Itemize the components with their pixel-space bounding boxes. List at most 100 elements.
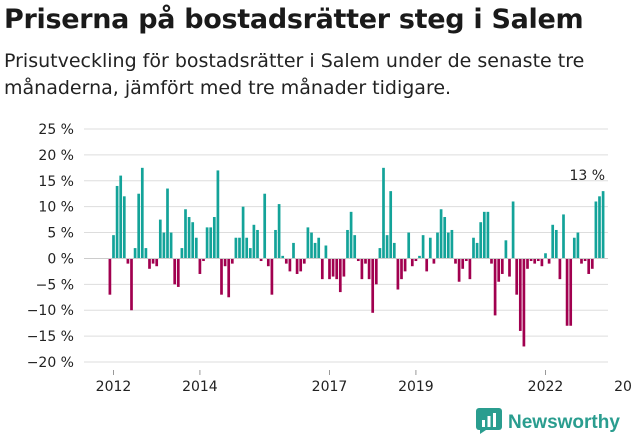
bar [436, 232, 439, 259]
bar [137, 193, 141, 259]
bar [223, 258, 227, 267]
bar [378, 248, 382, 259]
bar [374, 258, 378, 285]
bars [108, 167, 605, 347]
bar [194, 237, 198, 259]
x-tick-label: 2024 [614, 379, 631, 395]
y-tick-label: 15 % [38, 174, 74, 190]
bar [551, 224, 555, 259]
bar [486, 211, 490, 259]
bar [306, 227, 310, 259]
bar [468, 258, 472, 280]
bar [169, 232, 173, 259]
y-tick-label: −15 % [27, 329, 74, 345]
bar [155, 258, 159, 267]
bar [227, 258, 231, 298]
bar [479, 222, 483, 259]
bar [536, 258, 540, 262]
latest-value-annotation: 13 % [570, 168, 606, 184]
bar [126, 258, 130, 264]
bar [266, 258, 270, 267]
bar [238, 237, 241, 259]
y-tick-label: 0 % [47, 251, 74, 267]
newsworthy-logo[interactable]: Newsworthy [476, 408, 620, 438]
bar [335, 258, 339, 280]
bar [385, 235, 389, 259]
bar [317, 237, 321, 259]
bar [587, 258, 591, 274]
bar [490, 258, 493, 264]
bar [209, 227, 213, 259]
bar [198, 258, 202, 274]
bar [472, 237, 475, 259]
y-tick-label: 10 % [38, 200, 74, 216]
x-tick-label: 2017 [312, 379, 348, 395]
bar [454, 258, 457, 264]
bar [540, 258, 544, 267]
bar [428, 237, 432, 259]
bar [569, 258, 573, 326]
bar [112, 235, 115, 259]
y-tick-label: −20 % [27, 355, 74, 371]
bar [558, 258, 562, 280]
x-axis-tick-labels: 2012 2014 2017 2019 2022 2024 [96, 370, 631, 395]
bar [590, 258, 594, 269]
bar [245, 237, 249, 259]
y-tick-label: 20 % [38, 148, 74, 164]
bar [407, 232, 411, 259]
bar [166, 188, 169, 259]
bar [396, 258, 400, 290]
bar [392, 242, 396, 259]
bar [173, 258, 177, 285]
bar [324, 245, 328, 259]
bar [184, 209, 187, 259]
bar [295, 258, 299, 274]
bar [598, 196, 601, 259]
x-tick-label: 2014 [182, 379, 218, 395]
bar [432, 258, 436, 264]
bar [230, 258, 234, 264]
bar [274, 229, 277, 259]
bar [349, 211, 353, 259]
bar [515, 258, 519, 295]
bar [310, 232, 313, 259]
bar [533, 258, 537, 264]
y-tick-label: −5 % [36, 277, 74, 293]
bar [292, 242, 295, 259]
bar [522, 258, 526, 347]
bar [576, 232, 580, 259]
bar [158, 219, 162, 259]
bar [320, 258, 324, 280]
bar [443, 217, 447, 259]
bar [263, 193, 267, 259]
bar [353, 235, 357, 259]
bar [284, 258, 288, 264]
bar [281, 255, 285, 259]
bar [176, 258, 180, 287]
bar [212, 217, 216, 259]
y-axis-tick-labels: 25 % 20 % 15 % 10 % 5 % 0 % −5 % −10 % −15 % −20 … [27, 122, 74, 371]
bar [277, 204, 281, 259]
bar [130, 258, 133, 311]
newsworthy-chart-logo-icon [476, 408, 502, 438]
bar [526, 258, 529, 269]
bar [450, 229, 454, 259]
bar [493, 258, 497, 316]
bar [151, 258, 155, 264]
bar [482, 211, 486, 259]
bar [364, 258, 367, 264]
bar [299, 258, 303, 272]
bar [122, 196, 126, 259]
bar [313, 242, 317, 259]
bar [119, 175, 123, 259]
bar [601, 191, 605, 259]
bar [500, 258, 504, 274]
chart-subtitle: Prisutveckling för bostadsrätter i Salem… [4, 50, 585, 99]
bar [446, 232, 450, 259]
bar [439, 209, 443, 259]
bar [115, 185, 119, 259]
bar [328, 258, 331, 280]
brand-name: Newsworthy [508, 412, 620, 433]
chart-title: Priserna på bostadsrätter steg i Salem [4, 4, 584, 35]
